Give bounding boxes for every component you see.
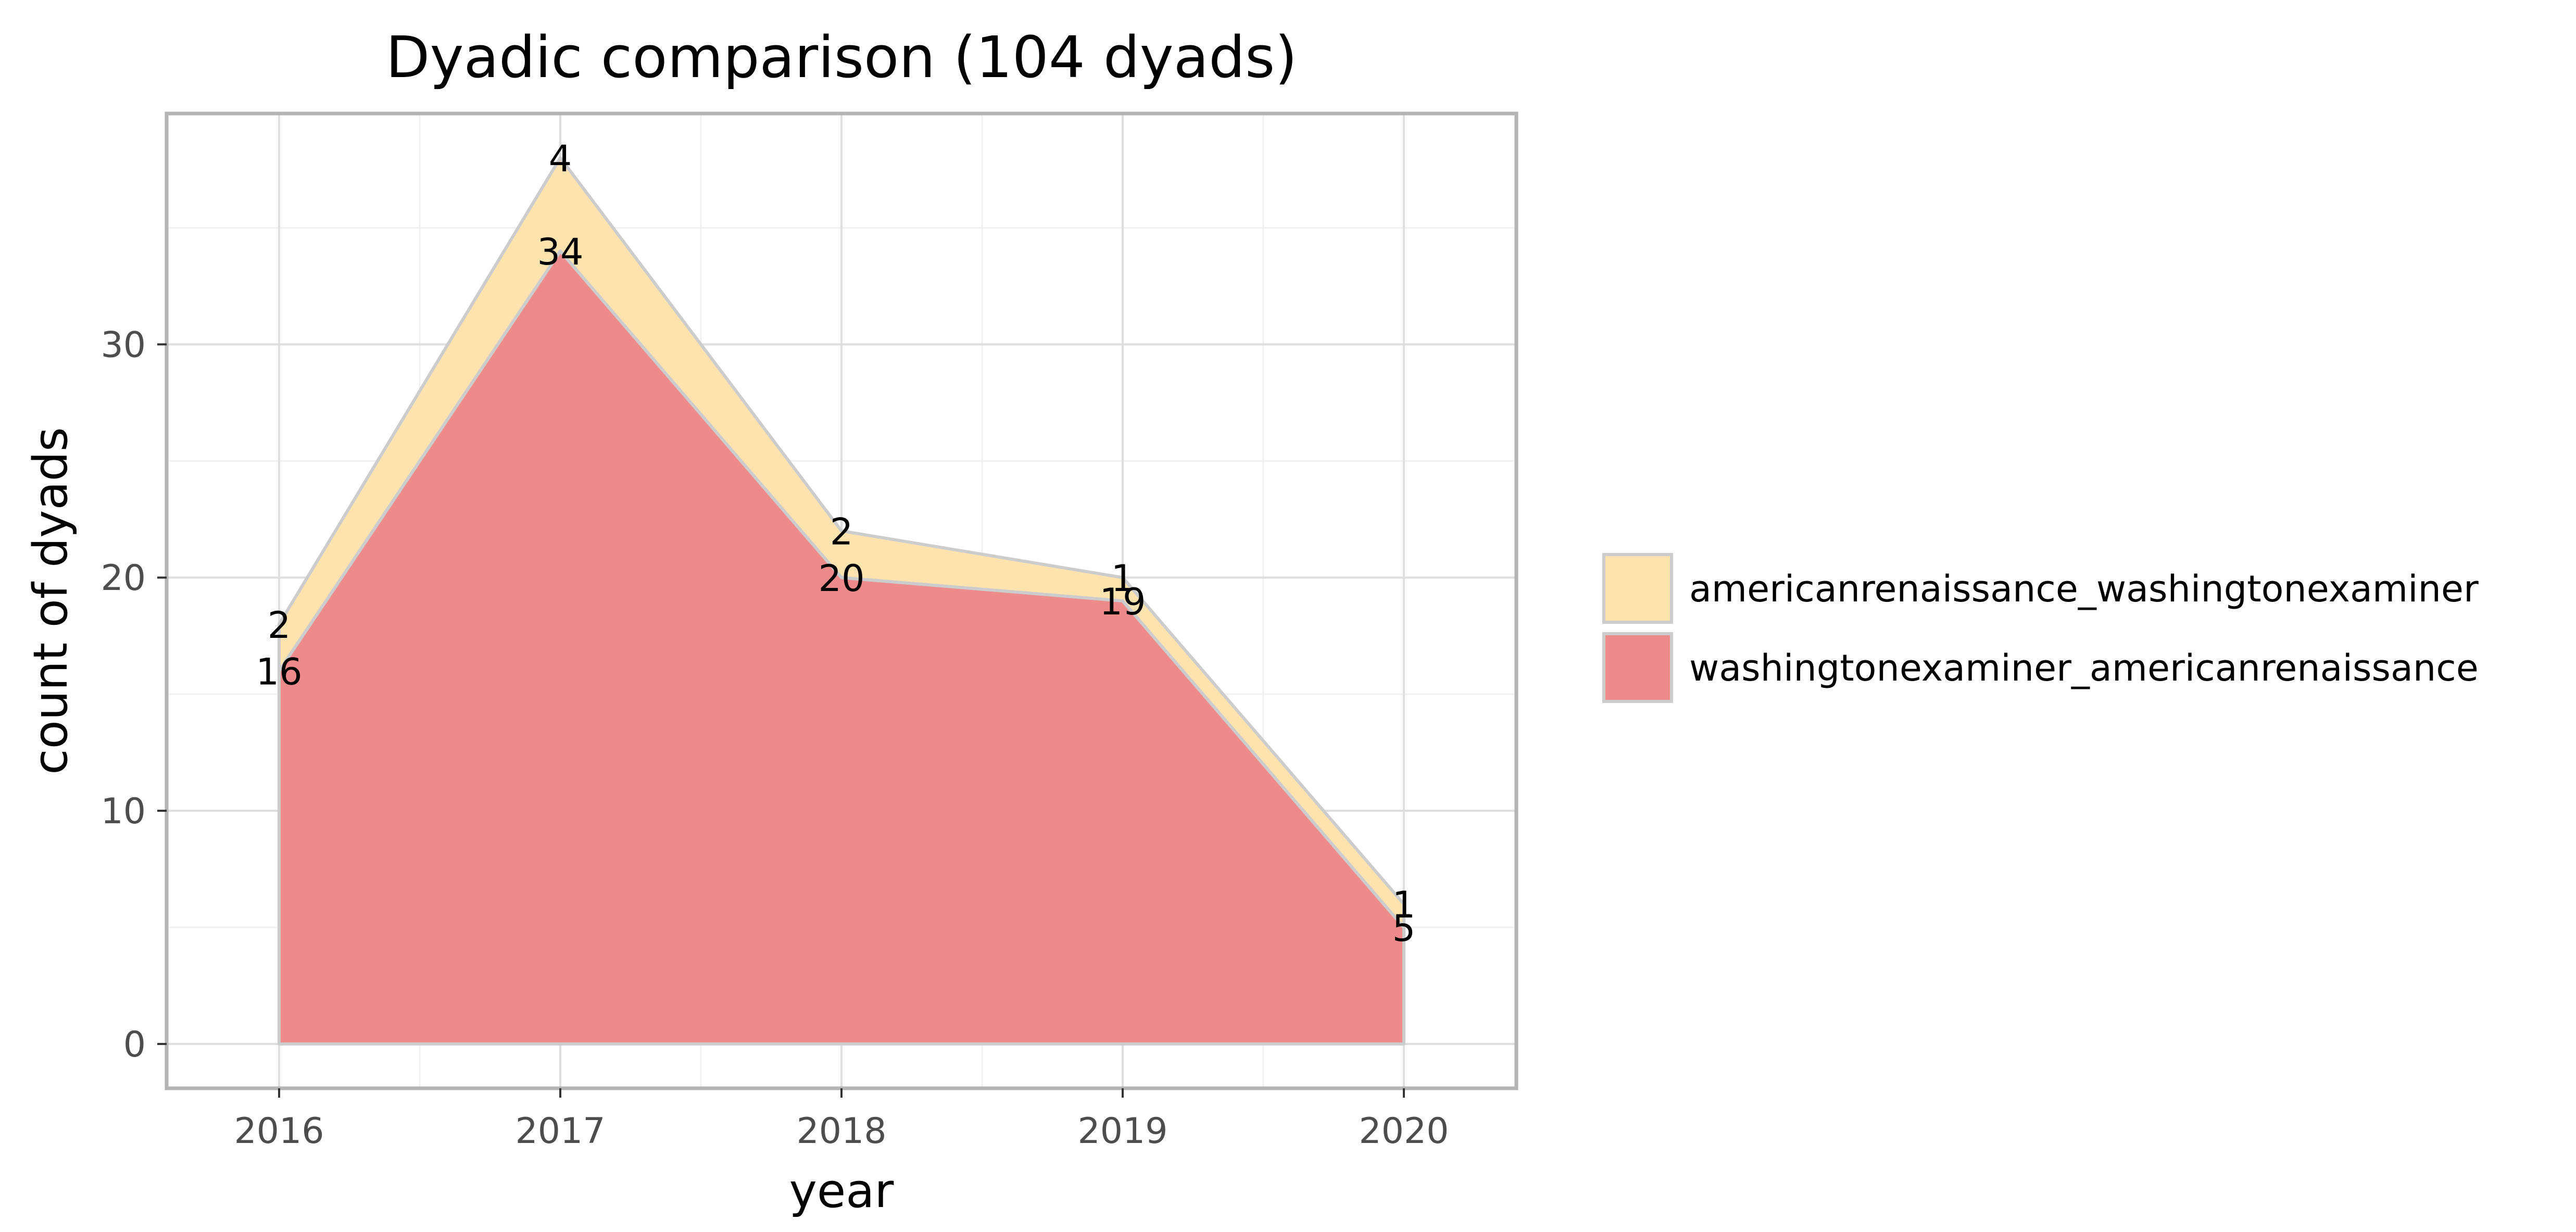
data-label-washingtonexaminer_americanrenaissance-2018: 20 <box>818 557 864 600</box>
data-label-washingtonexaminer_americanrenaissance-2016: 16 <box>256 650 302 693</box>
y-axis-ticks: 0 10 20 30 <box>100 324 167 1065</box>
legend-swatch-washingtonexaminer_americanrenaissance <box>1602 632 1673 703</box>
data-label-washingtonexaminer_americanrenaissance-2019: 19 <box>1099 581 1146 623</box>
data-label-washingtonexaminer_americanrenaissance-2020: 5 <box>1392 907 1416 950</box>
data-labels: 16 34 20 19 5 2 4 2 1 1 <box>256 137 1415 950</box>
data-label-americanrenaissance_washingtonexaminer-2019: 1 <box>1111 557 1135 600</box>
x-axis-ticks: 2016 2017 2018 2019 2020 <box>234 1088 1449 1152</box>
legend-label-americanrenaissance_washingtonexaminer: americanrenaissance_washingtonexaminer <box>1689 568 2479 610</box>
y-axis-label: count of dyads <box>23 427 78 774</box>
x-tick-label-2017: 2017 <box>515 1111 605 1152</box>
data-label-americanrenaissance_washingtonexaminer-2017: 4 <box>549 137 572 180</box>
y-tick-label-0: 0 <box>123 1024 146 1065</box>
legend-label-washingtonexaminer_americanrenaissance: washingtonexaminer_americanrenaissance <box>1689 647 2479 689</box>
data-label-washingtonexaminer_americanrenaissance-2017: 34 <box>537 231 583 273</box>
y-tick-label-20: 20 <box>100 558 146 599</box>
area-americanrenaissance_washingtonexaminer <box>278 156 1405 929</box>
x-tick-label-2019: 2019 <box>1077 1111 1167 1152</box>
data-label-americanrenaissance_washingtonexaminer-2020: 1 <box>1392 884 1416 926</box>
legend: americanrenaissance_washingtonexaminerwa… <box>1602 553 2479 703</box>
area-series <box>278 156 1405 1046</box>
legend-swatch-americanrenaissance_washingtonexaminer <box>1602 553 1673 624</box>
chart-title: Dyadic comparison (104 dyads) <box>386 24 1298 91</box>
x-tick-label-2016: 2016 <box>234 1111 324 1152</box>
y-tick-label-10: 10 <box>100 791 146 832</box>
y-tick-label-30: 30 <box>100 324 146 366</box>
data-label-americanrenaissance_washingtonexaminer-2016: 2 <box>268 604 291 647</box>
x-axis-label: year <box>789 1164 894 1218</box>
x-tick-label-2020: 2020 <box>1359 1111 1449 1152</box>
data-label-americanrenaissance_washingtonexaminer-2018: 2 <box>830 511 853 554</box>
x-tick-label-2018: 2018 <box>796 1111 886 1152</box>
